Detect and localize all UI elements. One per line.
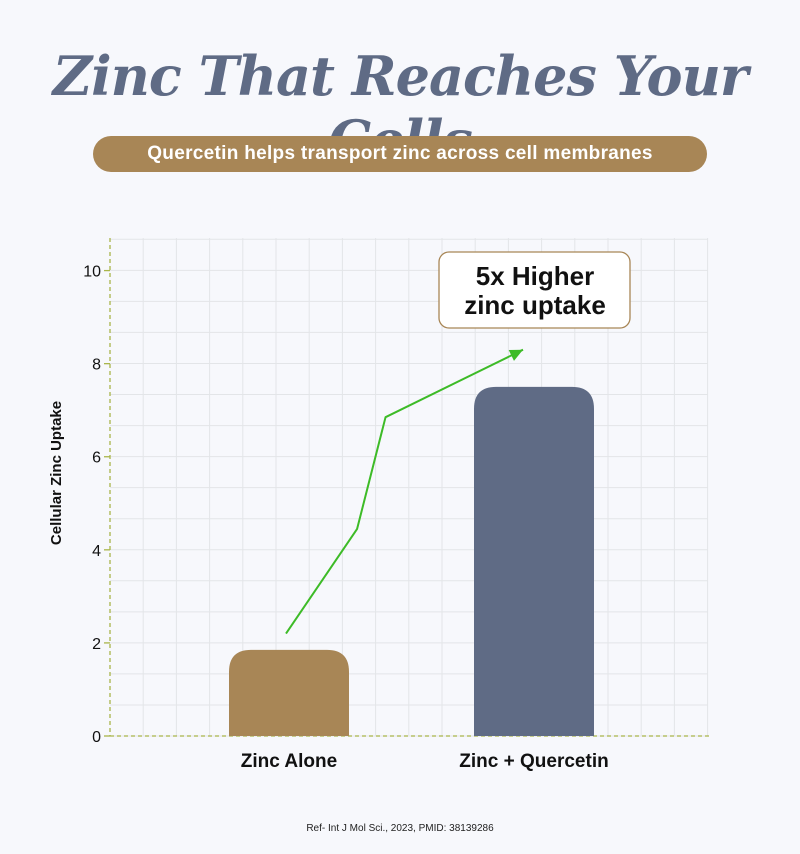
y-tick-label: 4 xyxy=(92,543,101,560)
x-category-label: Zinc Alone xyxy=(241,751,337,772)
trend-arrow-line xyxy=(285,348,524,635)
chart-labels: Cellular Zinc Uptake 0 2 4 6 8 10 Zinc Alone Zi… xyxy=(48,264,609,772)
bar-zinc-quercetin xyxy=(474,386,594,736)
trend-arrow xyxy=(285,348,524,635)
bar-zinc-alone xyxy=(229,649,349,736)
reference-note: Ref- Int J Mol Sci., 2023, PMID: 3813928… xyxy=(306,823,494,834)
subtitle-pill: Quercetin helps transport zinc across ce… xyxy=(93,136,707,172)
annotation-box: 5x Higher zinc uptake xyxy=(438,251,631,329)
chart-axes xyxy=(104,238,712,737)
y-tick-label: 0 xyxy=(92,729,101,746)
y-tick-label: 2 xyxy=(92,636,101,653)
y-tick-label: 10 xyxy=(83,264,101,281)
subtitle-text: Quercetin helps transport zinc across ce… xyxy=(147,143,653,164)
y-tick-label: 8 xyxy=(92,357,101,374)
trend-arrow-head xyxy=(508,349,523,361)
chart-bars xyxy=(229,386,594,736)
y-tick-label: 6 xyxy=(92,450,101,467)
y-axis-label: Cellular Zinc Uptake xyxy=(48,401,65,545)
annotation-line-2: zinc uptake xyxy=(464,290,606,320)
annotation-line-1: 5x Higher xyxy=(476,261,595,291)
x-category-label: Zinc + Quercetin xyxy=(459,751,608,772)
